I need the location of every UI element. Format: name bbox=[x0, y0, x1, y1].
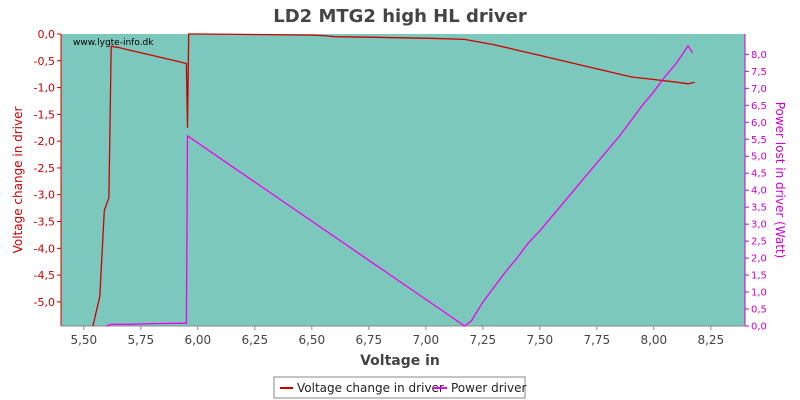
right-tick-label: 2,0 bbox=[751, 254, 767, 265]
right-tick-label: 0,0 bbox=[751, 322, 767, 333]
right-tick-label: 4,5 bbox=[751, 169, 767, 180]
x-tick-label: 6,25 bbox=[241, 333, 268, 347]
x-tick-label: 6,75 bbox=[355, 333, 382, 347]
right-tick-label: 3,0 bbox=[751, 220, 767, 231]
right-tick-label: 5,0 bbox=[751, 152, 767, 163]
right-tick-label: 7,0 bbox=[751, 84, 767, 95]
x-axis-ticks: 5,50 5,75 6,00 6,25 6,50 6,75 7,00 7,25 7,50 7,75… bbox=[70, 326, 724, 347]
legend: Voltage change in driver Power driver bbox=[273, 376, 526, 399]
right-tick-label: 6,0 bbox=[751, 118, 767, 129]
legend-label-power: Power driver bbox=[451, 381, 526, 395]
left-tick-label: -4,0 bbox=[34, 242, 55, 255]
right-tick-label: 4,0 bbox=[751, 186, 767, 197]
plot-area bbox=[61, 34, 745, 326]
x-tick-label: 7,75 bbox=[583, 333, 610, 347]
right-tick-label: 8,0 bbox=[751, 50, 767, 61]
x-tick-label: 6,50 bbox=[298, 333, 325, 347]
series-line-power-driver bbox=[106, 44, 694, 327]
x-tick-label: 8,25 bbox=[697, 333, 724, 347]
series-layer bbox=[92, 33, 695, 327]
x-tick-label: 5,75 bbox=[127, 333, 154, 347]
left-tick-label: -0,5 bbox=[34, 55, 55, 68]
left-tick-label: -2,0 bbox=[34, 135, 55, 148]
right-tick-label: 1,0 bbox=[751, 288, 767, 299]
right-tick-label: 7,5 bbox=[751, 67, 767, 78]
x-tick-label: 7,25 bbox=[469, 333, 496, 347]
left-tick-label: 0,0 bbox=[38, 28, 56, 41]
series-line-voltage-change bbox=[92, 33, 695, 327]
right-tick-label: 6,5 bbox=[751, 101, 767, 112]
right-axis-title: Power lost in driver (Watt) bbox=[773, 102, 787, 259]
x-tick-label: 6,00 bbox=[184, 333, 211, 347]
x-axis-title: Voltage in bbox=[360, 353, 440, 369]
x-tick-label: 5,50 bbox=[70, 333, 97, 347]
left-axis-ticks: 0,0 -0,5 -1,0 -1,5 -2,0 -2,5 -3,0 -3,5 -4,0 -4,5 -… bbox=[34, 28, 61, 309]
left-tick-label: -4,5 bbox=[34, 269, 55, 282]
left-axis-title: Voltage change in driver bbox=[11, 107, 25, 254]
left-tick-label: -1,0 bbox=[34, 82, 55, 95]
right-tick-label: 5,5 bbox=[751, 135, 767, 146]
left-tick-label: -1,5 bbox=[34, 108, 55, 121]
right-tick-label: 3,5 bbox=[751, 203, 767, 214]
x-tick-label: 8,00 bbox=[640, 333, 667, 347]
legend-label-voltage: Voltage change in driver bbox=[297, 381, 444, 395]
right-tick-label: 1,5 bbox=[751, 271, 767, 282]
watermark: www.lygte-info.dk bbox=[73, 38, 154, 48]
left-tick-label: -3,0 bbox=[34, 189, 55, 202]
x-tick-label: 7,00 bbox=[412, 333, 439, 347]
chart-title: LD2 MTG2 high HL driver bbox=[273, 6, 527, 27]
right-tick-label: 2,5 bbox=[751, 237, 767, 248]
left-tick-label: -3,5 bbox=[34, 216, 55, 229]
left-tick-label: -2,5 bbox=[34, 162, 55, 175]
x-tick-label: 7,50 bbox=[526, 333, 553, 347]
legend-box bbox=[273, 376, 526, 399]
right-tick-label: 0,5 bbox=[751, 305, 767, 316]
right-axis-ticks: 0,0 0,5 1,0 1,5 2,0 2,5 3,0 3,5 4,0 4,5 5,0 5,5 6,0 6… bbox=[745, 50, 767, 333]
left-tick-label: -5,0 bbox=[34, 296, 55, 309]
